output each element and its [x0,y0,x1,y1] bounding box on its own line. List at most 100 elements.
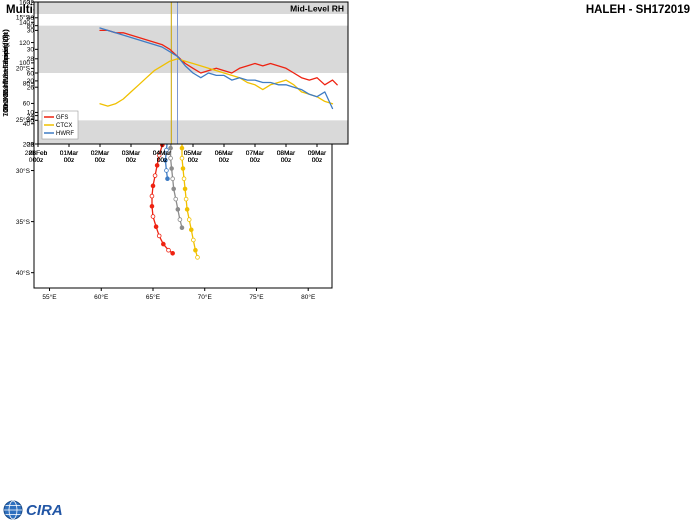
svg-text:22: 22 [27,141,35,148]
svg-text:00z: 00z [95,157,105,164]
svg-text:00z: 00z [312,157,322,164]
svg-text:200-850 hPa Shear (kt): 200-850 hPa Shear (kt) [1,34,10,112]
svg-text:24: 24 [27,113,35,120]
svg-text:40°S: 40°S [16,269,31,277]
svg-text:140: 140 [19,20,30,27]
svg-text:80: 80 [27,23,35,30]
svg-text:25°S: 25°S [16,116,31,124]
svg-text:40: 40 [27,118,35,125]
cira-logo-text: CIRA [26,501,63,519]
svg-text:01Mar: 01Mar [60,150,79,157]
svg-text:00z: 00z [126,157,136,164]
svg-text:0: 0 [30,141,34,148]
svg-text:00z: 00z [95,157,105,164]
svg-text:00z: 00z [312,157,322,164]
svg-text:06Mar: 06Mar [215,150,234,157]
svg-text:28Feb: 28Feb [29,150,48,157]
svg-text:04Mar: 04Mar [153,150,172,157]
svg-text:35°S: 35°S [16,218,31,226]
svg-text:60: 60 [23,101,31,108]
svg-text:03Mar: 03Mar [122,150,141,157]
svg-text:60: 60 [27,70,35,77]
svg-text:GFS: GFS [56,115,68,121]
svg-text:00z: 00z [281,157,291,164]
svg-text:00z: 00z [33,157,43,164]
svg-text:00z: 00z [126,157,136,164]
svg-text:06Mar: 06Mar [215,150,234,157]
svg-text:00z: 00z [126,157,136,164]
svg-text:00z: 00z [250,157,260,164]
rh-chart: 40608028Feb00z01Mar00z02Mar00z03Mar00z04… [1,1,349,164]
svg-text:100: 100 [19,60,30,67]
svg-text:00z: 00z [95,157,105,164]
svg-text:Mid-Level RH: Mid-Level RH [290,4,344,14]
svg-text:00z: 00z [281,157,291,164]
svg-text:120: 120 [19,40,30,47]
svg-text:00z: 00z [157,157,167,164]
svg-text:05Mar: 05Mar [184,150,203,157]
svg-text:00z: 00z [188,157,198,164]
svg-text:28: 28 [27,56,35,63]
svg-text:04Mar: 04Mar [153,150,172,157]
svg-text:00z: 00z [312,157,322,164]
svg-text:08Mar: 08Mar [277,150,296,157]
cira-logo: CIRA [3,500,63,520]
svg-text:00z: 00z [188,157,198,164]
svg-text:65°E: 65°E [146,293,161,301]
svg-text:07Mar: 07Mar [246,150,265,157]
svg-text:08Mar: 08Mar [277,150,296,157]
svg-text:40: 40 [23,121,31,128]
svg-text:01Mar: 01Mar [60,150,79,157]
svg-text:09Mar: 09Mar [308,150,327,157]
svg-text:07Mar: 07Mar [246,150,265,157]
svg-text:CTCX: CTCX [56,123,72,129]
svg-text:09Mar: 09Mar [308,150,327,157]
svg-text:04Mar: 04Mar [153,150,172,157]
svg-text:00z: 00z [64,157,74,164]
svg-text:00z: 00z [250,157,260,164]
svg-text:00z: 00z [33,157,43,164]
svg-text:02Mar: 02Mar [91,150,110,157]
svg-text:55°E: 55°E [42,293,57,301]
svg-text:30: 30 [27,28,35,35]
svg-text:60°E: 60°E [94,293,109,301]
svg-text:30: 30 [27,47,35,54]
svg-text:00z: 00z [157,157,167,164]
svg-text:07Mar: 07Mar [246,150,265,157]
svg-text:10: 10 [27,110,35,117]
svg-text:02Mar: 02Mar [91,150,110,157]
svg-text:00z: 00z [219,157,229,164]
svg-text:160: 160 [19,0,30,6]
svg-text:00z: 00z [219,157,229,164]
svg-text:40: 40 [27,15,35,22]
svg-text:02Mar: 02Mar [91,150,110,157]
storm-title: HALEH - SH172019 [585,4,690,16]
svg-text:06Mar: 06Mar [215,150,234,157]
svg-text:700-500 hPa Humidity (%): 700-500 hPa Humidity (%) [1,29,10,117]
svg-text:32: 32 [27,0,35,6]
svg-text:00z: 00z [219,157,229,164]
svg-text:28Feb: 28Feb [29,150,48,157]
svg-text:08Mar: 08Mar [277,150,296,157]
svg-text:20: 20 [27,78,35,85]
svg-text:00z: 00z [281,157,291,164]
svg-text:28Feb: 28Feb [29,150,48,157]
svg-text:03Mar: 03Mar [122,150,141,157]
svg-text:00z: 00z [64,157,74,164]
svg-text:75°E: 75°E [249,293,264,301]
svg-text:80°E: 80°E [301,293,316,301]
svg-text:00z: 00z [157,157,167,164]
svg-text:26: 26 [27,85,35,92]
svg-text:70°E: 70°E [198,293,213,301]
svg-text:HWRF: HWRF [56,131,74,137]
svg-text:Sea Surface Temp (°C): Sea Surface Temp (°C) [1,34,10,112]
svg-text:10m Max Wind Speed (kt): 10m Max Wind Speed (kt) [1,29,10,116]
globe-icon [3,500,23,520]
svg-text:30°S: 30°S [16,167,31,175]
mid-level-rh-panel: 40 60 80 28Feb 00z 01Mar 00z 02Mar 00z 03Mar 00z 04… [0,0,356,173]
svg-text:03Mar: 03Mar [122,150,141,157]
svg-text:01Mar: 01Mar [60,150,79,157]
svg-text:09Mar: 09Mar [308,150,327,157]
svg-text:80: 80 [23,80,31,87]
